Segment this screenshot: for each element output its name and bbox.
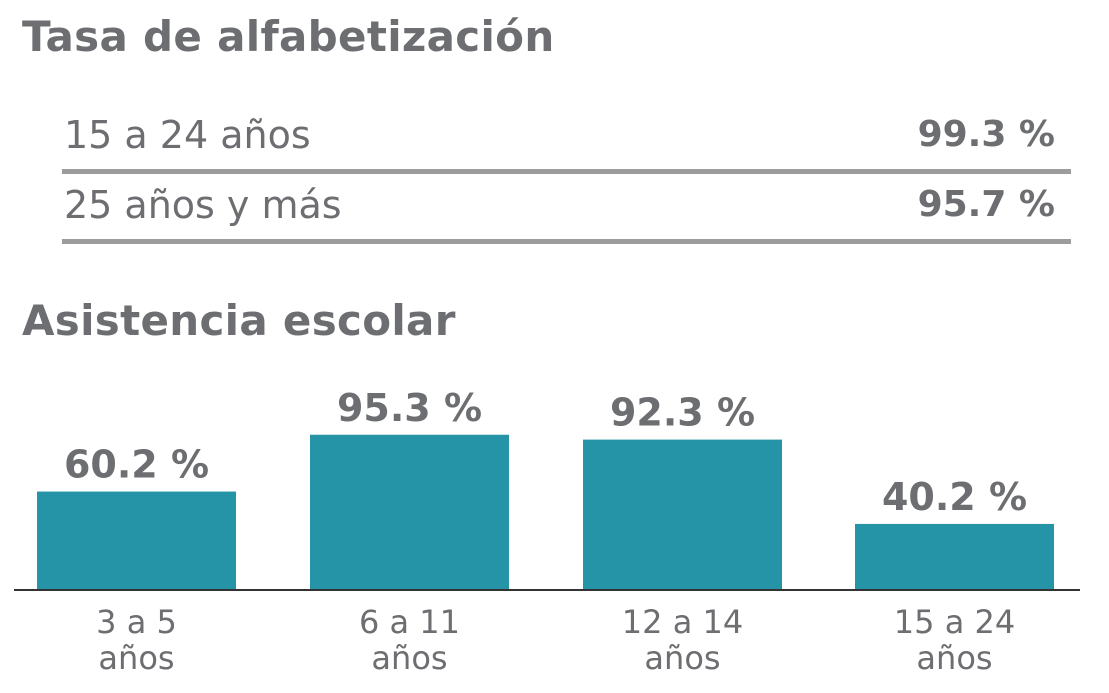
x-tick-label: 12 a 14 <box>622 603 743 641</box>
bar <box>37 491 236 589</box>
bar <box>583 439 782 589</box>
bar <box>855 523 1054 589</box>
literacy-row: 15 a 24 años 99.3 % <box>62 104 1071 174</box>
x-tick-label: años <box>644 639 720 677</box>
attendance-title: Asistencia escolar <box>22 296 456 345</box>
x-tick-label: años <box>371 639 447 677</box>
bar <box>310 434 509 589</box>
bar-value-label: 40.2 % <box>882 475 1027 519</box>
x-tick-label: años <box>98 639 174 677</box>
literacy-row-value: 99.3 % <box>917 114 1055 155</box>
literacy-row-label: 15 a 24 años <box>64 113 311 157</box>
x-tick-label: 6 a 11 <box>359 603 460 641</box>
bar-value-label: 92.3 % <box>610 391 755 435</box>
bar-value-label: 60.2 % <box>64 443 209 487</box>
bar-value-label: 95.3 % <box>337 386 482 430</box>
literacy-title: Tasa de alfabetización <box>22 12 555 61</box>
literacy-row: 25 años y más 95.7 % <box>62 174 1071 244</box>
x-tick-label: años <box>916 639 992 677</box>
x-tick-label: 3 a 5 <box>96 603 177 641</box>
literacy-row-value: 95.7 % <box>917 184 1055 225</box>
literacy-row-label: 25 años y más <box>64 183 342 227</box>
x-tick-label: 15 a 24 <box>894 603 1015 641</box>
